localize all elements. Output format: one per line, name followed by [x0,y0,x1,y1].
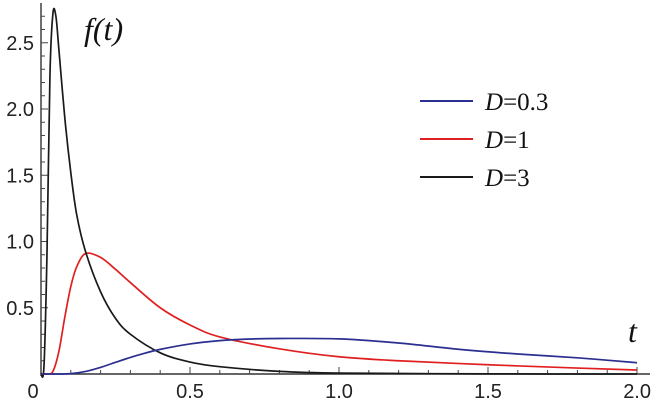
legend-label: D=3 [484,165,530,192]
y-tick-label: 2.5 [6,33,34,55]
y-tick-label: 1.5 [6,165,34,187]
x-tick-label: 0 [27,381,38,402]
x-tick-label: 2.0 [623,381,651,402]
series-line-d-0-3 [40,337,638,375]
series-line-d-1 [40,252,638,376]
legend-var: D [484,89,503,116]
legend-label: D=1 [484,127,530,154]
series-layer [40,7,638,378]
legend-var: D [484,165,503,192]
y-tick-label: 0.5 [6,298,34,320]
legend-value: 3 [517,165,530,192]
legend-equals: = [503,165,517,192]
legend-value: 1 [517,127,530,154]
x-axis-title: t [628,313,638,349]
legend-value: 0.3 [517,89,548,116]
y-axis-title: f(t) [84,11,123,47]
legend-equals: = [503,127,517,154]
legend-equals: = [503,89,517,116]
series-line-d-3 [40,7,638,378]
x-tick-label: 0.5 [176,381,204,402]
y-tick-label: 2.0 [6,99,34,121]
legend-label: D=0.3 [484,89,548,116]
axes [40,3,650,376]
labels-layer: 0 0.5 1.0 1.5 2.0 0.5 1.0 1.5 2.0 2.5 [6,33,651,402]
legend-var: D [484,127,503,154]
x-tick-label: 1.5 [474,381,502,402]
x-tick-label: 1.0 [325,381,353,402]
y-tick-label: 1.0 [6,232,34,254]
legend: D=0.3D=1D=3 [420,89,548,192]
